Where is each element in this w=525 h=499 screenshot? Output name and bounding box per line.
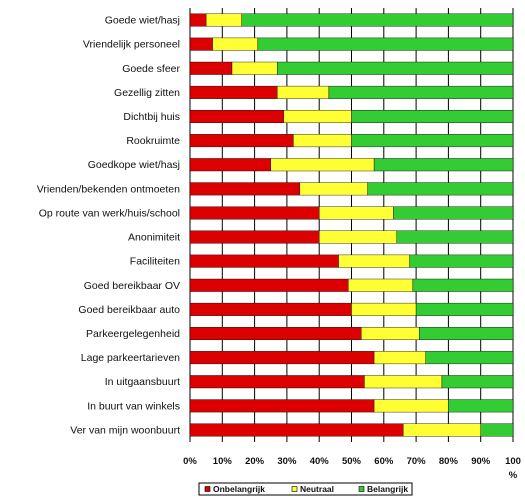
x-tick-label: 50% bbox=[342, 456, 362, 467]
x-tick-label: 70% bbox=[407, 456, 427, 467]
category-label: In buurt van winkels bbox=[87, 400, 180, 412]
x-tick-label: 90% bbox=[471, 456, 491, 467]
x-tick-label: 40% bbox=[310, 456, 330, 467]
bar-segment-belangrijk bbox=[419, 327, 514, 340]
legend-swatch-neutraal bbox=[291, 486, 298, 492]
bar-segment-onbelangrijk bbox=[189, 230, 320, 244]
x-tick-label: 80% bbox=[439, 456, 459, 467]
bar-segment-onbelangrijk bbox=[189, 423, 404, 437]
bar-segment-belangrijk bbox=[412, 278, 514, 292]
bar-segment-onbelangrijk bbox=[189, 110, 284, 123]
bar-segment-belangrijk bbox=[441, 375, 514, 389]
legend-label-onbelangrijk: Onbelangrijk bbox=[213, 484, 265, 494]
bar-segment-onbelangrijk bbox=[189, 399, 375, 413]
category-label: Op route van werk/huis/school bbox=[39, 207, 180, 219]
legend: Onbelangrijk Neutraal Belangrijk bbox=[198, 482, 413, 496]
bar-segment-onbelangrijk bbox=[189, 327, 362, 340]
category-label: Lage parkeertarieven bbox=[81, 352, 180, 364]
bar-segment-neutraal bbox=[283, 110, 352, 123]
bar-segment-neutraal bbox=[351, 302, 417, 316]
bars bbox=[189, 13, 514, 437]
x-tick-label: 100 bbox=[505, 456, 521, 467]
bar-segment-belangrijk bbox=[328, 85, 514, 99]
bar-segment-onbelangrijk bbox=[189, 278, 349, 292]
category-label: Anonimiteit bbox=[128, 232, 180, 244]
category-label: Dichtbij huis bbox=[123, 111, 180, 123]
bar-segment-onbelangrijk bbox=[189, 158, 271, 172]
x-tick-label: 20% bbox=[245, 456, 265, 467]
bar-segment-neutraal bbox=[299, 182, 368, 196]
bar-segment-belangrijk bbox=[257, 37, 514, 51]
bar-segment-belangrijk bbox=[277, 61, 514, 75]
bar-segment-neutraal bbox=[231, 61, 278, 75]
bar-segment-neutraal bbox=[293, 134, 352, 148]
bar-segment-neutraal bbox=[319, 206, 394, 220]
bar-segment-belangrijk bbox=[241, 13, 514, 27]
bar-segment-neutraal bbox=[338, 254, 410, 268]
bar-segment-belangrijk bbox=[396, 230, 514, 244]
bar-segment-onbelangrijk bbox=[189, 302, 352, 316]
legend-label-neutraal: Neutraal bbox=[300, 484, 334, 494]
bar-segment-belangrijk bbox=[448, 399, 514, 413]
x-tick-label: 30% bbox=[277, 456, 297, 467]
bar-segment-belangrijk bbox=[415, 302, 514, 316]
category-label: In uitgaansbuurt bbox=[105, 376, 180, 388]
category-label: Goed bereikbaar auto bbox=[78, 304, 180, 316]
bar-segment-onbelangrijk bbox=[189, 254, 339, 268]
legend-swatch-onbelangrijk bbox=[204, 486, 211, 492]
category-label: Gezellig zitten bbox=[114, 87, 180, 99]
bar-segment-belangrijk bbox=[480, 423, 514, 437]
category-label: Vrienden/bekenden ontmoeten bbox=[37, 183, 180, 195]
bar-segment-onbelangrijk bbox=[189, 134, 294, 148]
bar-segment-onbelangrijk bbox=[189, 351, 375, 365]
bar-segment-neutraal bbox=[270, 158, 375, 172]
x-axis: 0% 10% 20% 30% 40% 50% 60% 70% 80% 90% 100% bbox=[183, 456, 521, 481]
bar-segment-belangrijk bbox=[425, 351, 514, 365]
category-labels: Goede wiet/hasj Vriendelijk personeel Goed… bbox=[37, 15, 181, 437]
bar-segment-belangrijk bbox=[351, 134, 514, 148]
legend-swatch-belangrijk bbox=[358, 486, 365, 492]
category-label: Goede sfeer bbox=[122, 63, 180, 75]
x-tick-label: 10% bbox=[213, 456, 233, 467]
bar-segment-neutraal bbox=[373, 351, 426, 365]
bar-segment-belangrijk bbox=[409, 254, 514, 268]
bar-segment-onbelangrijk bbox=[189, 206, 320, 220]
bar-segment-onbelangrijk bbox=[189, 61, 233, 75]
category-label: Parkeergelegenheid bbox=[86, 328, 180, 340]
x-tick-label: 0% bbox=[183, 456, 197, 467]
bar-segment-belangrijk bbox=[351, 110, 514, 123]
category-label: Rookruimte bbox=[126, 135, 180, 147]
category-label: Goede wiet/hasj bbox=[105, 15, 180, 27]
bar-segment-neutraal bbox=[360, 327, 420, 340]
category-label: Faciliteiten bbox=[130, 256, 180, 268]
legend-box bbox=[198, 482, 413, 496]
legend-label-belangrijk: Belangrijk bbox=[367, 484, 408, 494]
category-label: Goedkope wiet/hasj bbox=[88, 159, 180, 171]
gridlines bbox=[189, 8, 514, 442]
bar-segment-neutraal bbox=[319, 230, 397, 244]
bar-segment-belangrijk bbox=[393, 206, 514, 220]
category-label: Goed bereikbaar OV bbox=[84, 280, 180, 292]
bar-segment-neutraal bbox=[212, 37, 259, 51]
bar-segment-onbelangrijk bbox=[189, 85, 278, 99]
x-tick-label: 60% bbox=[374, 456, 394, 467]
x-unit-label: % bbox=[509, 470, 518, 481]
bar-segment-neutraal bbox=[373, 399, 449, 413]
bar-segment-belangrijk bbox=[367, 182, 514, 196]
bar-segment-neutraal bbox=[348, 278, 414, 292]
bar-segment-onbelangrijk bbox=[189, 375, 365, 389]
bar-segment-neutraal bbox=[205, 13, 242, 27]
bar-segment-neutraal bbox=[364, 375, 443, 389]
bar-segment-belangrijk bbox=[373, 158, 514, 172]
bar-segment-onbelangrijk bbox=[189, 13, 207, 27]
bar-segment-neutraal bbox=[402, 423, 481, 437]
bar-segment-onbelangrijk bbox=[189, 182, 301, 196]
category-label: Vriendelijk personeel bbox=[83, 39, 180, 51]
category-label: Ver van mijn woonbuurt bbox=[70, 424, 180, 436]
bar-segment-neutraal bbox=[277, 85, 330, 99]
bar-segment-onbelangrijk bbox=[189, 37, 213, 51]
